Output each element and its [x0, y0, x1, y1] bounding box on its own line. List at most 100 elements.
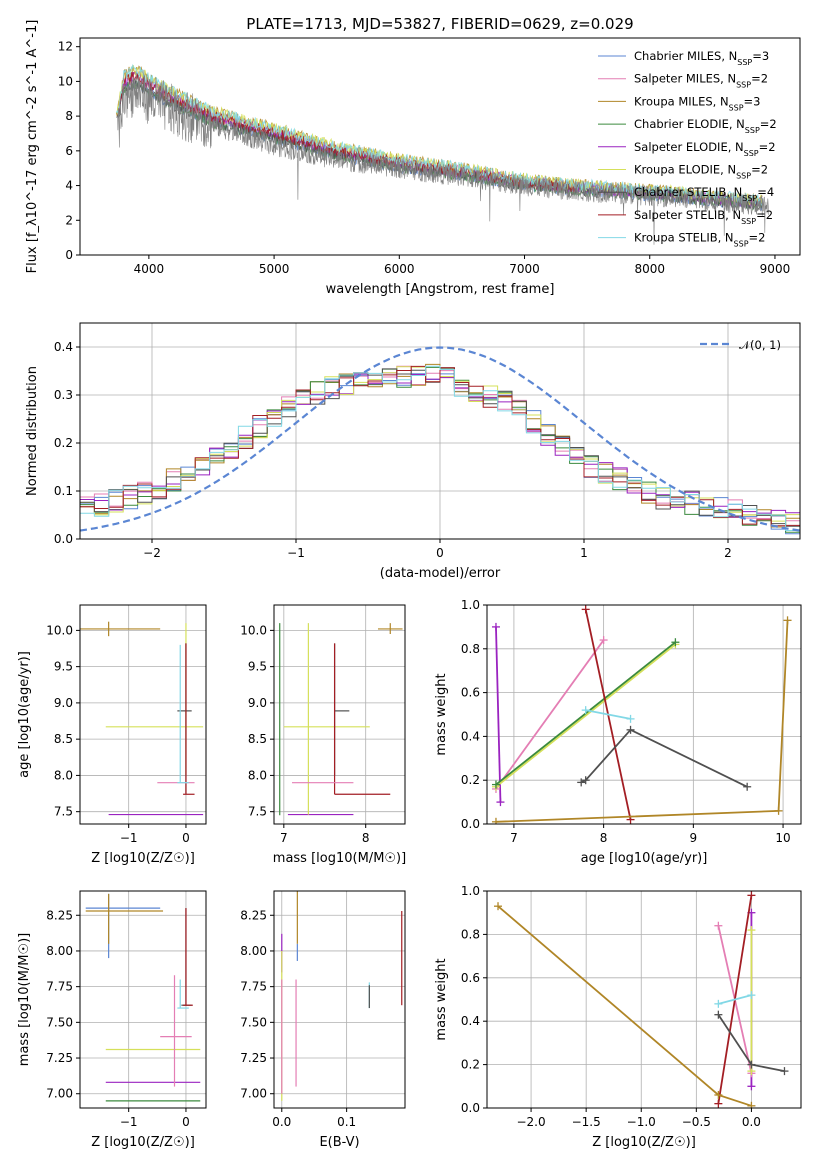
- weight-line: [495, 643, 676, 788]
- y-tick-label: 0.6: [461, 686, 480, 700]
- data-spectrum: [117, 69, 769, 245]
- plot-area-z-age: [80, 621, 204, 816]
- y-tick-label: 8.0: [54, 768, 73, 782]
- legend-entry: Salpeter ELODIE, NSSP=2: [634, 140, 776, 158]
- x-axis-label: age [log10(age/yr)]: [581, 851, 708, 866]
- x-tick-label: 0: [182, 1115, 190, 1129]
- x-tick-label: 0: [182, 831, 190, 845]
- y-tick-label: 0.3: [54, 388, 73, 402]
- y-tick-label: 0.2: [54, 436, 73, 450]
- panel-z-weight: −2.0 −1.5 −1.0 −0.5 0.0 0.0 0.2 0.4 0.6 0.8 1.0 Z […: [434, 884, 802, 1150]
- y-tick-label: 8.00: [240, 944, 267, 958]
- axes-frame: [486, 604, 802, 825]
- y-tick-label: 0.4: [54, 340, 73, 354]
- legend-entry: Kroupa ELODIE, NSSP=2: [634, 163, 768, 181]
- y-tick-label: 1.0: [461, 884, 480, 898]
- plot-area-age-weight: [491, 605, 792, 824]
- x-tick-label: −1.0: [627, 1115, 656, 1129]
- y-tick-label: 0.2: [461, 773, 480, 787]
- panel-z-age: −1 0 7.5 8.0 8.5 9.0 9.5 10.0 Z [log10(Z/Z☉)] age…: [17, 604, 207, 866]
- y-tick-label: 8: [65, 109, 73, 123]
- y-tick-label: 0.4: [461, 1014, 480, 1028]
- y-tick-label: 7.00: [46, 1087, 73, 1101]
- y-tick-label: 0.6: [461, 971, 480, 985]
- y-tick-label: 8.5: [54, 732, 73, 746]
- plot-area-z-weight: [494, 891, 789, 1108]
- x-tick-label: 0: [436, 546, 444, 560]
- x-tick-label: 0.0: [742, 1115, 761, 1129]
- y-tick-label: 9.5: [54, 660, 73, 674]
- x-tick-label: −0.5: [682, 1115, 711, 1129]
- weight-line: [718, 994, 752, 1005]
- model-spectrum: [115, 63, 763, 207]
- y-tick-label: 6: [65, 144, 73, 158]
- weight-line: [497, 905, 752, 1107]
- normal-curve: [80, 346, 800, 532]
- x-tick-label: 8000: [634, 262, 665, 276]
- x-tick-label: 9000: [760, 262, 791, 276]
- y-tick-label: 4: [65, 179, 73, 193]
- legend-entry: 𝒩(0, 1): [739, 338, 781, 352]
- axes-frame: [486, 890, 802, 1109]
- legend-entry: Kroupa MILES, NSSP=3: [634, 94, 760, 112]
- panel-residuals: 𝒩(0, 1) −2 −1 0 1 2 0.0 0.1 0.2 0.3 0.4 (data-model…: [25, 322, 801, 581]
- y-tick-label: 0.1: [54, 484, 73, 498]
- y-tick-label: 7.75: [46, 980, 73, 994]
- x-axis-label: (data-model)/error: [380, 566, 501, 581]
- x-tick-label: −1: [120, 1115, 138, 1129]
- x-axis-label: Z [log10(Z/Z☉)]: [592, 1135, 696, 1150]
- legend-entry: Salpeter MILES, NSSP=2: [634, 72, 768, 90]
- x-tick-label: −2.0: [516, 1115, 545, 1129]
- panel-mass-age: 7 8 7.5 8.0 8.5 9.0 9.5 10.0 mass [log10(M/M☉)]: [240, 604, 406, 866]
- y-tick-label: 0.8: [461, 927, 480, 941]
- x-tick-label: 9: [690, 831, 698, 845]
- axes-frame: [79, 890, 207, 1109]
- legend-entry: Kroupa STELIB, NSSP=2: [634, 231, 765, 249]
- x-tick-label: 4000: [134, 262, 165, 276]
- y-axis-label: age [log10(age/yr)]: [17, 651, 32, 778]
- x-tick-label: 8: [600, 831, 608, 845]
- x-tick-label: 1: [580, 546, 588, 560]
- x-tick-label: 7000: [509, 262, 540, 276]
- y-tick-label: 0: [65, 248, 73, 262]
- plot-area-mass-age: [279, 623, 403, 816]
- y-axis-label: Normed distribution: [25, 366, 40, 496]
- y-tick-label: 8.25: [46, 908, 73, 922]
- weight-line: [495, 620, 789, 823]
- y-tick-label: 7.5: [248, 805, 267, 819]
- y-tick-label: 0.0: [461, 817, 480, 831]
- x-tick-label: −1.5: [572, 1115, 601, 1129]
- model-spectrum: [118, 71, 576, 193]
- x-tick-label: 10: [775, 831, 790, 845]
- axes-frame: [273, 890, 406, 1109]
- y-tick-label: 7.75: [240, 980, 267, 994]
- y-axis-label: mass weight: [434, 673, 449, 755]
- y-tick-label: 0.8: [461, 642, 480, 656]
- y-tick-label: 2: [65, 213, 73, 227]
- x-tick-label: 0.0: [272, 1115, 291, 1129]
- x-tick-label: −1: [287, 546, 305, 560]
- plot-area-ebv-mass: [281, 891, 403, 1101]
- y-tick-label: 7.50: [46, 1015, 73, 1029]
- legend-entry: Salpeter STELIB, NSSP=2: [634, 208, 773, 226]
- legend-entry: Chabrier MILES, NSSP=3: [634, 49, 769, 67]
- x-axis-label: Z [log10(Z/Z☉)]: [91, 1135, 195, 1150]
- x-tick-label: 5000: [259, 262, 290, 276]
- plots-layer: Chabrier MILES, NSSP=3 Salpeter MILES, NS…: [17, 20, 802, 1150]
- y-tick-label: 7.25: [240, 1051, 267, 1065]
- x-axis-label: wavelength [Angstrom, rest frame]: [326, 282, 555, 297]
- y-tick-label: 7.00: [240, 1087, 267, 1101]
- weight-line: [580, 728, 748, 788]
- x-tick-label: −2: [143, 546, 161, 560]
- x-tick-label: −1: [120, 831, 138, 845]
- legend: Chabrier MILES, NSSP=3 Salpeter MILES, NS…: [598, 49, 777, 248]
- panel-age-weight: 7 8 9 10 0.0 0.2 0.4 0.6 0.8 1.0 age [log10(age/yr…: [434, 598, 802, 866]
- axes-frame: [79, 604, 207, 825]
- x-axis-label: E(B-V): [319, 1135, 359, 1150]
- legend-entry: Chabrier ELODIE, NSSP=2: [634, 117, 777, 135]
- weight-line: [495, 639, 605, 790]
- x-tick-label: 8: [362, 831, 370, 845]
- panel-ebv-mass: 0.0 0.1 7.00 7.25 7.50 7.75 8.00 8.25 E(B-V): [240, 890, 406, 1150]
- y-tick-label: 10.0: [240, 623, 267, 637]
